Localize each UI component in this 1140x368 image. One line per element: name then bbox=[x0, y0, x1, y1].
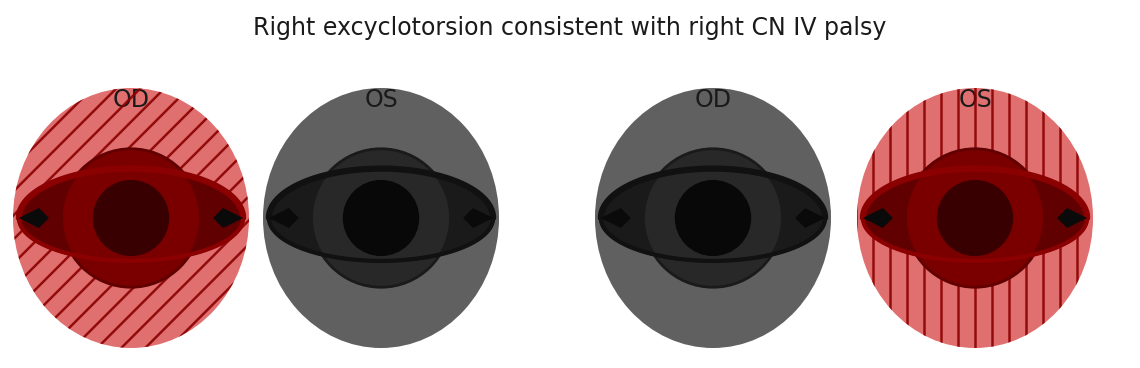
Polygon shape bbox=[19, 208, 49, 228]
Text: Right excyclotorsion consistent with right CN IV palsy: Right excyclotorsion consistent with rig… bbox=[253, 16, 887, 40]
Polygon shape bbox=[213, 208, 243, 228]
Text: OS: OS bbox=[958, 88, 992, 112]
Polygon shape bbox=[269, 169, 494, 261]
Polygon shape bbox=[863, 208, 893, 228]
Polygon shape bbox=[19, 169, 243, 261]
Ellipse shape bbox=[857, 88, 1093, 348]
Ellipse shape bbox=[643, 149, 782, 287]
Ellipse shape bbox=[905, 149, 1044, 287]
Polygon shape bbox=[269, 208, 299, 228]
Ellipse shape bbox=[13, 88, 249, 348]
Ellipse shape bbox=[311, 149, 450, 287]
Ellipse shape bbox=[937, 180, 1013, 256]
Text: OD: OD bbox=[113, 88, 149, 112]
Polygon shape bbox=[601, 169, 825, 261]
Ellipse shape bbox=[595, 88, 831, 348]
Polygon shape bbox=[1057, 208, 1088, 228]
Ellipse shape bbox=[92, 180, 169, 256]
Ellipse shape bbox=[343, 180, 420, 256]
Polygon shape bbox=[601, 208, 630, 228]
Ellipse shape bbox=[675, 180, 751, 256]
Polygon shape bbox=[463, 208, 494, 228]
Ellipse shape bbox=[62, 149, 201, 287]
Polygon shape bbox=[795, 208, 825, 228]
Text: OS: OS bbox=[364, 88, 398, 112]
Ellipse shape bbox=[263, 88, 499, 348]
Polygon shape bbox=[863, 169, 1088, 261]
Text: OD: OD bbox=[694, 88, 732, 112]
